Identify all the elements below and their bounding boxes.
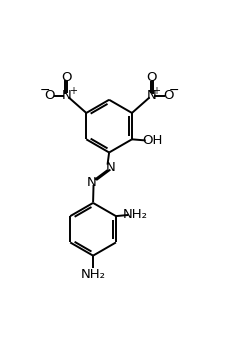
Text: NH₂: NH₂ <box>80 268 105 281</box>
Text: OH: OH <box>142 134 162 147</box>
Text: +: + <box>152 86 160 96</box>
Text: −: − <box>39 84 50 97</box>
Text: N: N <box>86 176 96 189</box>
Text: O: O <box>61 71 72 84</box>
Text: O: O <box>146 71 156 84</box>
Text: −: − <box>168 84 178 97</box>
Text: N: N <box>62 89 71 102</box>
Text: O: O <box>44 89 55 102</box>
Text: NH₂: NH₂ <box>122 208 147 221</box>
Text: O: O <box>163 89 173 102</box>
Text: +: + <box>68 86 76 96</box>
Text: N: N <box>105 161 115 174</box>
Text: N: N <box>146 89 156 102</box>
